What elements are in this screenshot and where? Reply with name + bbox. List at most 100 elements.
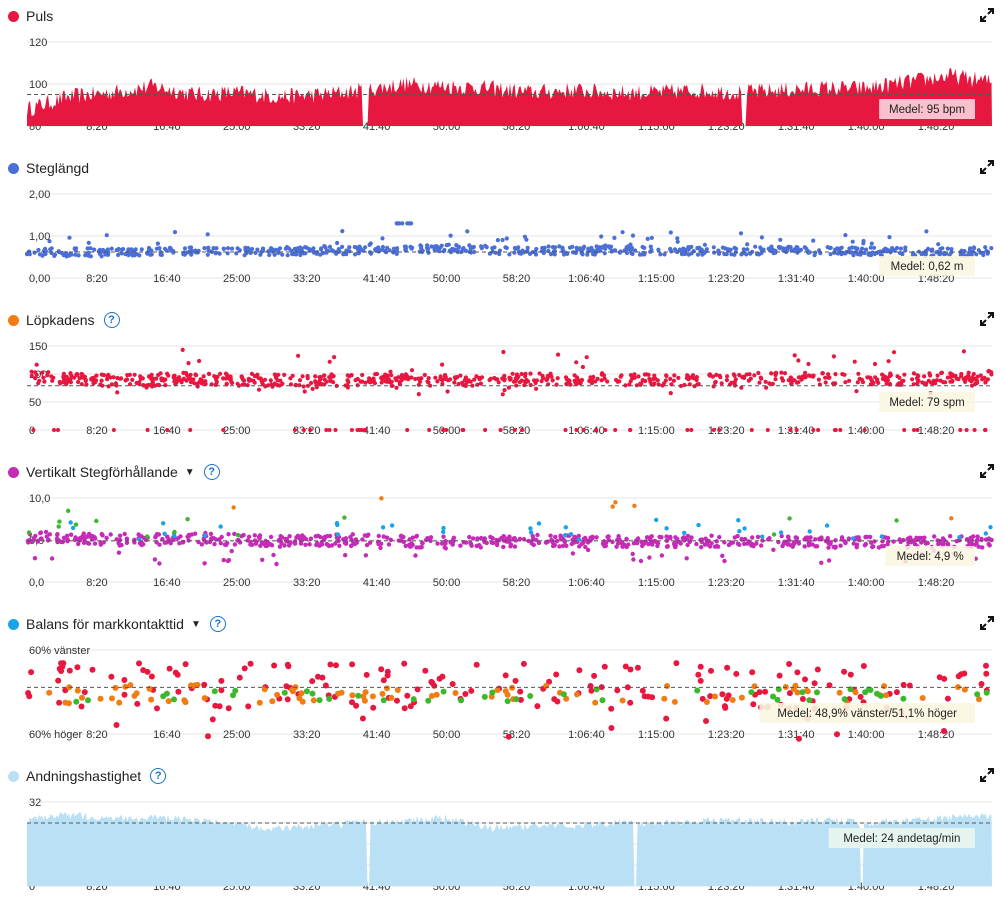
- data-point: [150, 384, 155, 389]
- data-point: [425, 697, 432, 704]
- data-point: [520, 428, 525, 432]
- data-point: [577, 544, 582, 549]
- data-point: [534, 703, 541, 710]
- data-point: [970, 377, 975, 382]
- data-point: [867, 687, 874, 693]
- data-point: [771, 547, 776, 552]
- data-point: [443, 375, 448, 380]
- data-point: [328, 378, 333, 383]
- data-point: [255, 247, 260, 252]
- data-point: [160, 536, 165, 542]
- expand-icon[interactable]: [980, 768, 994, 782]
- expand-icon[interactable]: [980, 312, 994, 326]
- data-point: [786, 690, 793, 697]
- data-point: [857, 693, 864, 700]
- data-point: [560, 691, 567, 698]
- data-point: [901, 537, 906, 543]
- data-point: [919, 695, 926, 701]
- panel-lopkadens: Löpkadens ? 1501005008:2016:4025:0033:20…: [0, 304, 1004, 454]
- expand-icon[interactable]: [980, 464, 994, 478]
- data-point: [543, 540, 549, 545]
- data-point: [52, 428, 56, 432]
- data-point: [269, 698, 276, 705]
- data-point: [513, 378, 518, 384]
- data-point: [124, 536, 130, 541]
- data-point: [811, 428, 816, 432]
- data-point: [602, 544, 607, 549]
- data-point: [913, 542, 918, 547]
- data-point: [276, 372, 281, 377]
- data-point: [319, 246, 324, 251]
- help-icon[interactable]: ?: [103, 312, 120, 328]
- data-point: [333, 662, 339, 669]
- data-point: [729, 252, 734, 257]
- expand-icon[interactable]: [980, 8, 994, 22]
- data-point: [717, 428, 722, 432]
- data-point: [773, 377, 778, 382]
- data-point: [114, 248, 119, 253]
- data-point: [276, 250, 281, 255]
- help-icon[interactable]: ?: [209, 616, 226, 632]
- data-point: [99, 531, 105, 537]
- data-point: [664, 683, 671, 689]
- data-point: [268, 246, 274, 251]
- data-point: [780, 378, 786, 383]
- data-point: [708, 667, 714, 674]
- data-point: [146, 374, 152, 379]
- data-point: [910, 377, 915, 382]
- data-point: [378, 666, 385, 673]
- data-point: [737, 542, 742, 547]
- data-point: [391, 246, 396, 251]
- data-point: [577, 381, 582, 386]
- expand-icon[interactable]: [980, 616, 994, 630]
- data-point: [949, 516, 954, 521]
- data-point: [741, 247, 746, 252]
- data-point: [556, 352, 561, 357]
- data-point: [508, 376, 513, 381]
- data-point: [188, 380, 194, 385]
- data-point: [528, 371, 533, 376]
- help-icon[interactable]: ?: [150, 768, 167, 784]
- expand-icon[interactable]: [980, 160, 994, 174]
- steglangd-chart[interactable]: 2,00 1,00 0,00 8:20 16:40 25:00 33:20 41:40 50:0…: [0, 152, 1004, 302]
- dropdown-caret-icon[interactable]: ▼: [190, 618, 201, 630]
- data-point: [630, 551, 635, 557]
- data-point: [66, 667, 73, 674]
- lopkadens-chart[interactable]: 1501005008:2016:4025:0033:2041:4050:0058…: [0, 304, 1004, 454]
- balans-chart[interactable]: 60% vänster 60% höger 8:20 16:40 25:00 33:20 4…: [0, 608, 1004, 758]
- data-point: [854, 545, 859, 550]
- data-point: [231, 505, 236, 510]
- data-point: [774, 370, 779, 375]
- data-point: [664, 534, 669, 539]
- x-tick-label: 1:31:40: [778, 729, 815, 741]
- data-point: [504, 236, 509, 241]
- data-point: [163, 690, 170, 697]
- data-point: [429, 679, 436, 686]
- data-point: [958, 671, 965, 678]
- data-point: [612, 235, 617, 240]
- data-point: [232, 531, 237, 537]
- help-icon[interactable]: ?: [203, 464, 220, 480]
- data-point: [99, 378, 104, 383]
- data-point: [604, 540, 609, 545]
- panel-header: Balans för markkontakttid ▼ ?: [8, 614, 226, 634]
- data-point: [860, 246, 865, 251]
- vertikalt-chart[interactable]: 10,05,00,08:2016:4025:0033:2041:4050:005…: [0, 456, 1004, 606]
- data-point: [565, 251, 570, 256]
- data-point: [697, 663, 704, 670]
- andning-chart[interactable]: 322416808:2016:4025:0033:2041:4050:0058:…: [0, 760, 1004, 901]
- data-point: [935, 373, 940, 378]
- data-point: [205, 252, 210, 257]
- data-point: [197, 380, 202, 385]
- panel-steglangd: Steglängd 2,00 1,00 0,00 8:20 16:40 25:00 33:2…: [0, 152, 1004, 302]
- data-point: [425, 243, 430, 248]
- data-point: [534, 378, 540, 383]
- data-point: [310, 697, 317, 704]
- data-point: [189, 252, 194, 257]
- dropdown-caret-icon[interactable]: ▼: [184, 466, 195, 478]
- data-point: [923, 541, 929, 546]
- data-point: [906, 537, 911, 543]
- data-point: [769, 371, 774, 376]
- data-point: [92, 541, 98, 546]
